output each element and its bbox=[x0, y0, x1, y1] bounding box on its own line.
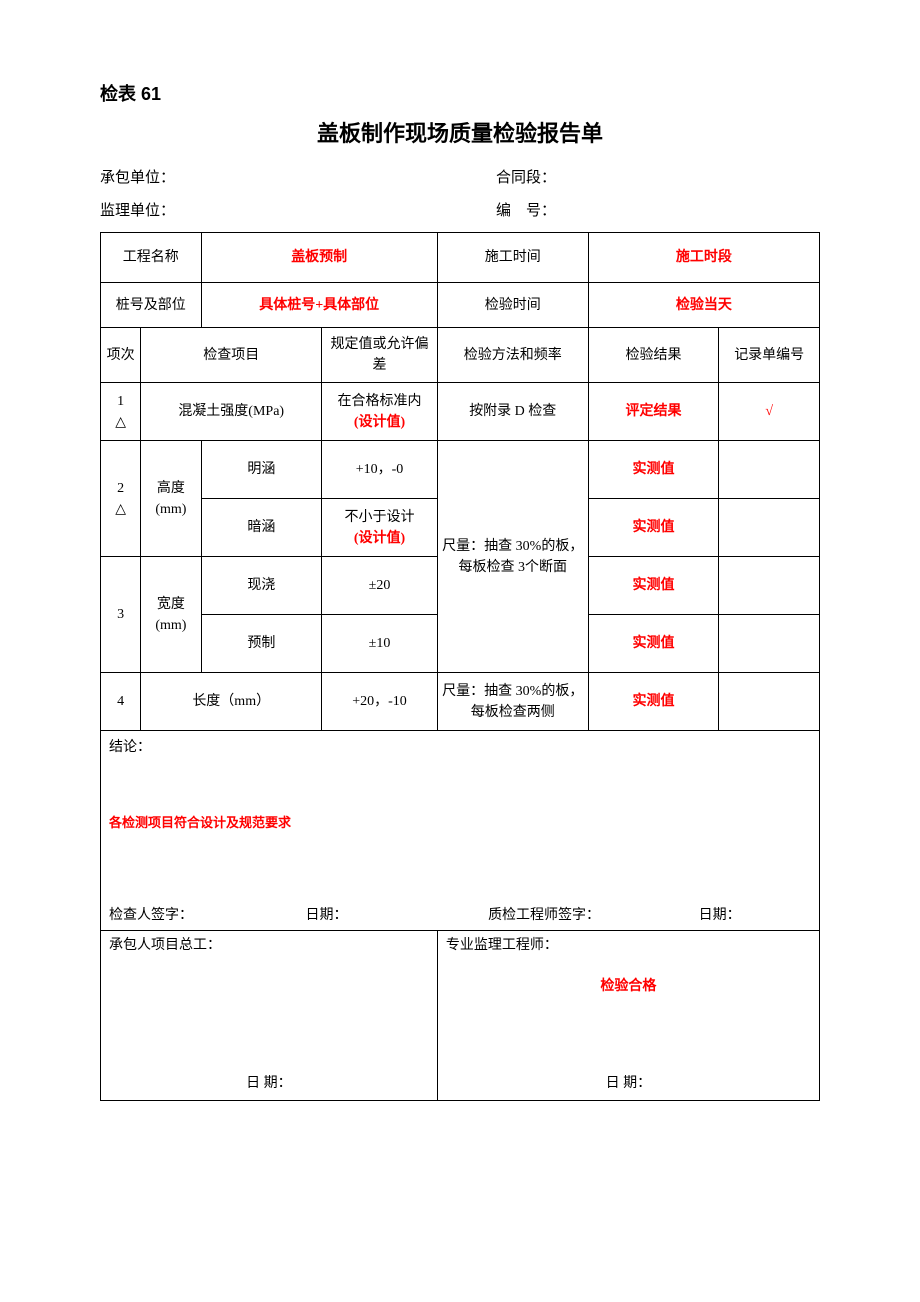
r2-method: 尺量：抽查 30%的板，每板检查 3个断面 bbox=[437, 441, 588, 673]
qc-engineer-sign-label: 质检工程师签字： bbox=[488, 905, 699, 926]
serial-label: 编 号： bbox=[496, 199, 820, 220]
r3-tol1: ±20 bbox=[322, 557, 438, 615]
supervisor-engineer-cell: 专业监理工程师： 检验合格 日 期： bbox=[437, 931, 819, 1101]
contractor-chief-cell: 承包人项目总工： 日 期： bbox=[101, 931, 438, 1101]
r3-sub2: 预制 bbox=[201, 615, 322, 673]
construct-time-label: 施工时间 bbox=[437, 233, 588, 283]
r3-record1 bbox=[719, 557, 820, 615]
r3-result1: 实测值 bbox=[588, 557, 719, 615]
r3-result2: 实测值 bbox=[588, 615, 719, 673]
inspect-time-value: 检验当天 bbox=[588, 283, 819, 328]
contractor-date-label: 日 期： bbox=[101, 1073, 437, 1094]
bottom-sign-row: 承包人项目总工： 日 期： 专业监理工程师： 检验合格 日 期： bbox=[101, 931, 820, 1101]
r4-method: 尺量：抽查 30%的板，每板检查两侧 bbox=[437, 673, 588, 731]
supervisor-engineer-label: 专业监理工程师： bbox=[446, 935, 811, 956]
conclusion-label: 结论： bbox=[109, 737, 811, 758]
station-value: 具体桩号+具体部位 bbox=[201, 283, 437, 328]
r4-item: 长度（mm） bbox=[141, 673, 322, 731]
meta-row-1: 承包单位： 合同段： bbox=[100, 166, 820, 187]
supervisor-label: 监理单位： bbox=[100, 199, 496, 220]
data-row-4: 4 长度（mm） +20，-10 尺量：抽查 30%的板，每板检查两侧 实测值 bbox=[101, 673, 820, 731]
conclusion-sign-row: 检查人签字： 日期： 质检工程师签字： 日期： bbox=[109, 905, 811, 926]
r3-record2 bbox=[719, 615, 820, 673]
col-result: 检验结果 bbox=[588, 328, 719, 383]
r4-seq: 4 bbox=[101, 673, 141, 731]
r2-result1: 实测值 bbox=[588, 441, 719, 499]
col-method: 检验方法和频率 bbox=[437, 328, 588, 383]
inspector-date-label: 日期： bbox=[306, 905, 489, 926]
data-row-1: 1△ 混凝土强度(MPa) 在合格标准内(设计值) 按附录 D 检查 评定结果 … bbox=[101, 383, 820, 441]
r2-seq: 2△ bbox=[101, 441, 141, 557]
r3-sub1: 现浇 bbox=[201, 557, 322, 615]
construct-time-value: 施工时段 bbox=[588, 233, 819, 283]
project-name-value: 盖板预制 bbox=[201, 233, 437, 283]
project-name-label: 工程名称 bbox=[101, 233, 202, 283]
r2-sub1: 明涵 bbox=[201, 441, 322, 499]
conclusion-row: 结论： 各检测项目符合设计及规范要求 检查人签字： 日期： 质检工程师签字： 日… bbox=[101, 731, 820, 931]
col-item: 检查项目 bbox=[141, 328, 322, 383]
col-tolerance: 规定值或允许偏差 bbox=[322, 328, 438, 383]
r3-label: 宽度(mm) bbox=[141, 557, 201, 673]
r1-seq: 1△ bbox=[101, 383, 141, 441]
inspector-sign-label: 检查人签字： bbox=[109, 905, 306, 926]
pass-text: 检验合格 bbox=[446, 976, 811, 997]
r3-tol2: ±10 bbox=[322, 615, 438, 673]
r2-label: 高度(mm) bbox=[141, 441, 201, 557]
r1-method: 按附录 D 检查 bbox=[437, 383, 588, 441]
form-number: 检表 61 bbox=[100, 80, 820, 106]
col-record-no: 记录单编号 bbox=[719, 328, 820, 383]
r3-seq: 3 bbox=[101, 557, 141, 673]
station-label: 桩号及部位 bbox=[101, 283, 202, 328]
r4-record bbox=[719, 673, 820, 731]
r2-result2: 实测值 bbox=[588, 499, 719, 557]
column-header-row: 项次 检查项目 规定值或允许偏差 检验方法和频率 检验结果 记录单编号 bbox=[101, 328, 820, 383]
header-row-2: 桩号及部位 具体桩号+具体部位 检验时间 检验当天 bbox=[101, 283, 820, 328]
contractor-label: 承包单位： bbox=[100, 166, 496, 187]
r2-sub2: 暗涵 bbox=[201, 499, 322, 557]
r2-tol2: 不小于设计(设计值) bbox=[322, 499, 438, 557]
r1-result: 评定结果 bbox=[588, 383, 719, 441]
r4-tol: +20，-10 bbox=[322, 673, 438, 731]
document-title: 盖板制作现场质量检验报告单 bbox=[100, 116, 820, 148]
conclusion-text: 各检测项目符合设计及规范要求 bbox=[109, 813, 811, 833]
r1-item: 混凝土强度(MPa) bbox=[141, 383, 322, 441]
main-table: 工程名称 盖板预制 施工时间 施工时段 桩号及部位 具体桩号+具体部位 检验时间… bbox=[100, 232, 820, 1101]
r2-record2 bbox=[719, 499, 820, 557]
r2-record1 bbox=[719, 441, 820, 499]
r2-tol1: +10，-0 bbox=[322, 441, 438, 499]
col-seq: 项次 bbox=[101, 328, 141, 383]
contract-section-label: 合同段： bbox=[496, 166, 820, 187]
conclusion-cell: 结论： 各检测项目符合设计及规范要求 检查人签字： 日期： 质检工程师签字： 日… bbox=[101, 731, 820, 931]
header-row-1: 工程名称 盖板预制 施工时间 施工时段 bbox=[101, 233, 820, 283]
r4-result: 实测值 bbox=[588, 673, 719, 731]
inspect-time-label: 检验时间 bbox=[437, 283, 588, 328]
r1-tolerance: 在合格标准内(设计值) bbox=[322, 383, 438, 441]
contractor-chief-label: 承包人项目总工： bbox=[109, 935, 429, 956]
data-row-2a: 2△ 高度(mm) 明涵 +10，-0 尺量：抽查 30%的板，每板检查 3个断… bbox=[101, 441, 820, 499]
qc-date-label: 日期： bbox=[699, 905, 811, 926]
meta-row-2: 监理单位： 编 号： bbox=[100, 199, 820, 220]
supervisor-date-label: 日 期： bbox=[438, 1073, 819, 1094]
r1-record: √ bbox=[719, 383, 820, 441]
